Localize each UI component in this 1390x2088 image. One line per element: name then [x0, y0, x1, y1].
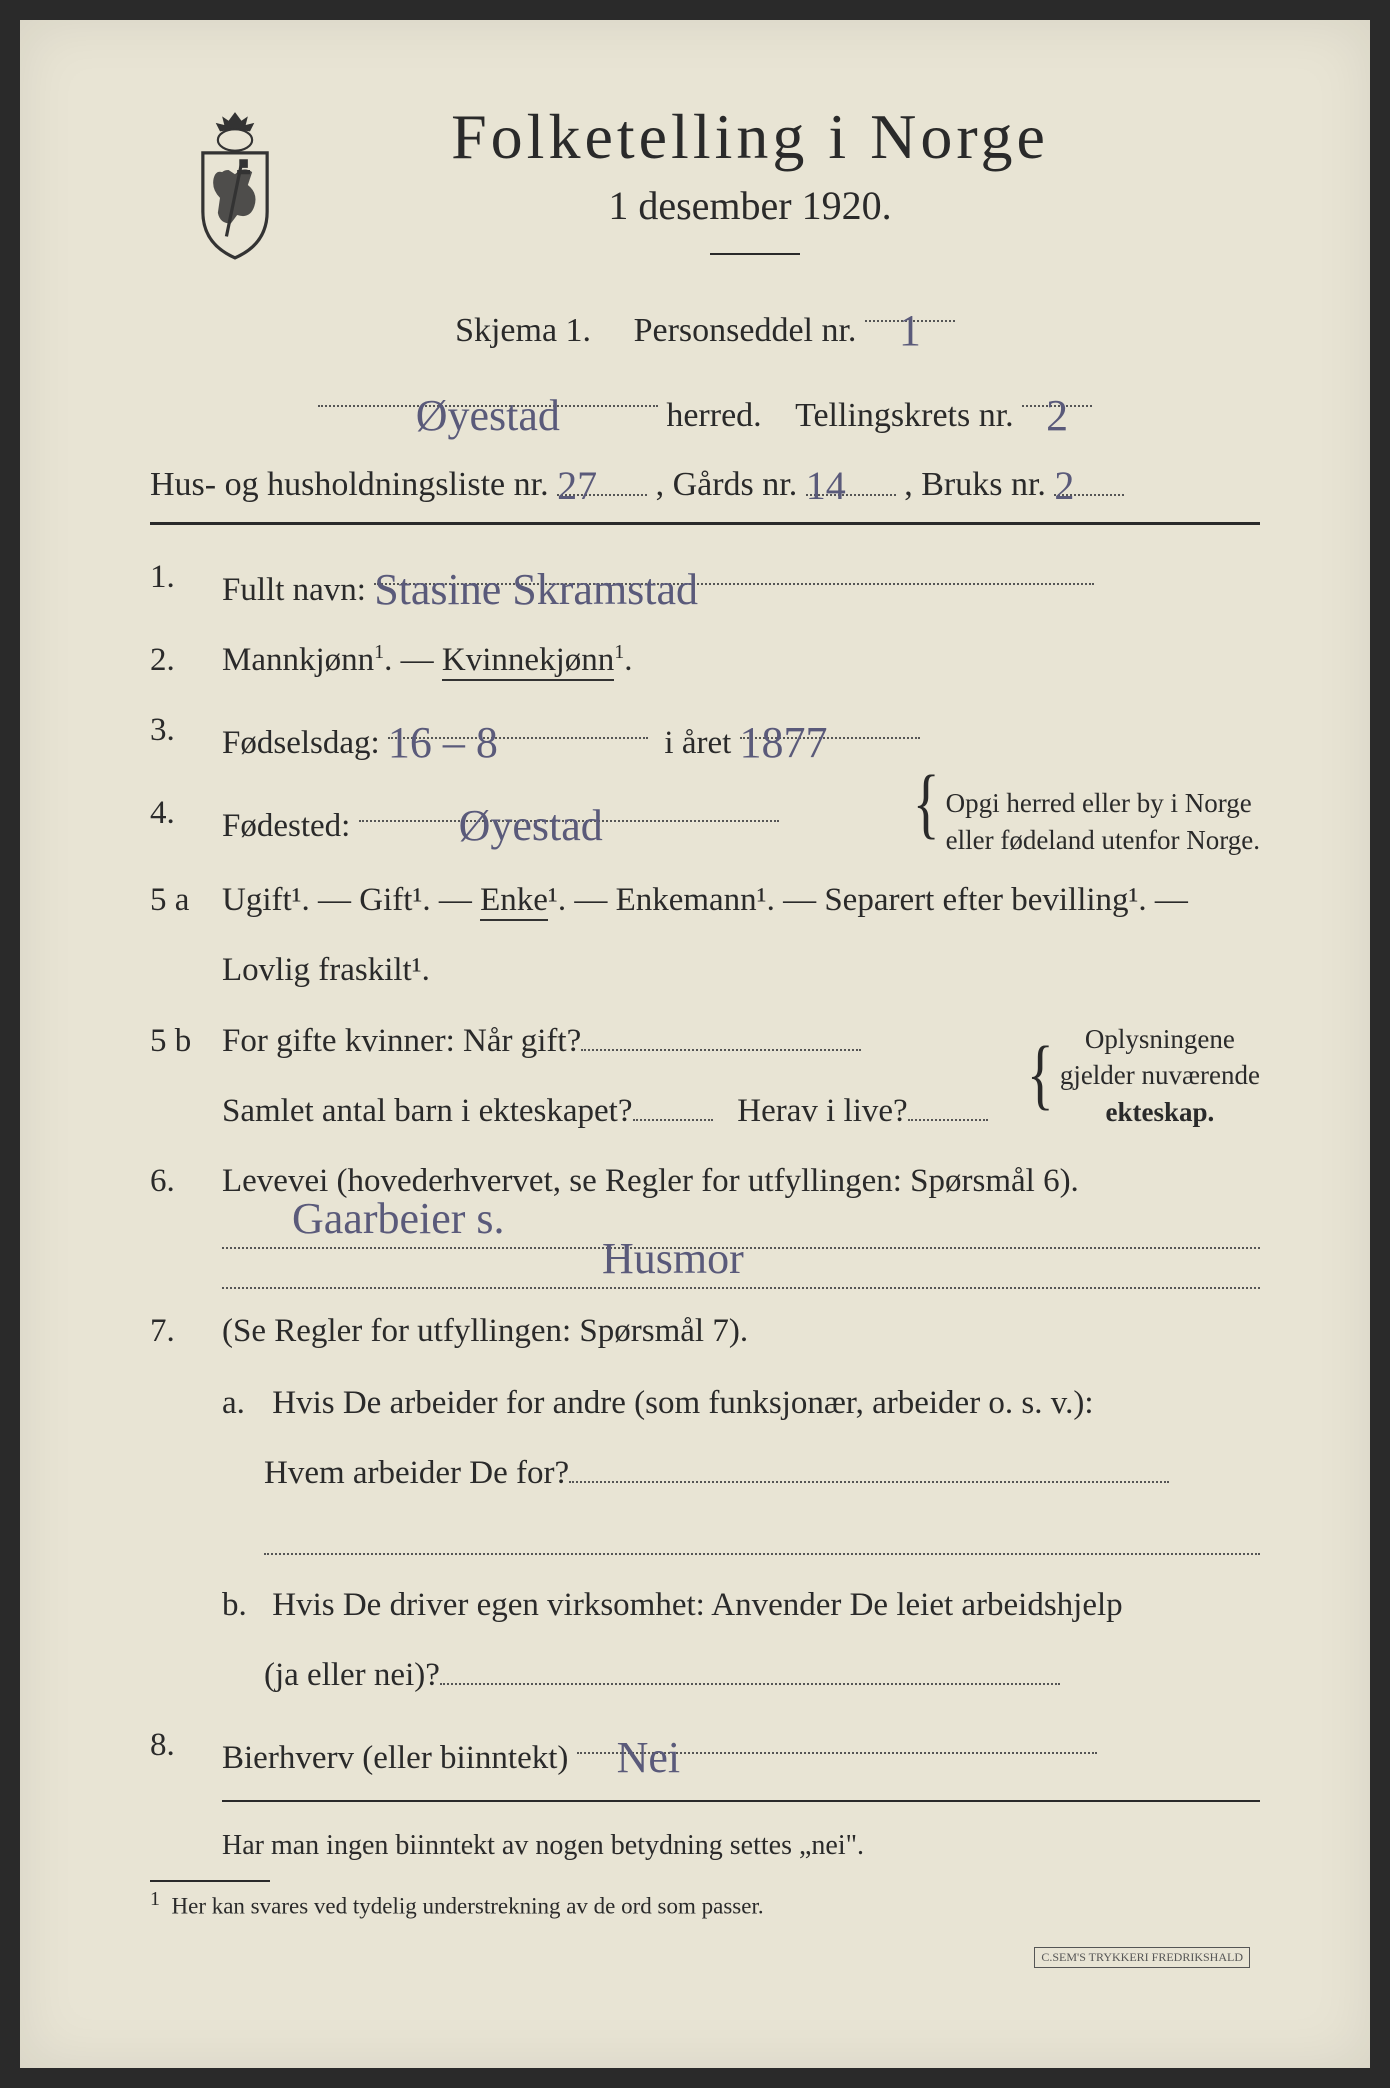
q1-row: 1. Fullt navn: Stasine Skramstad	[150, 549, 1260, 618]
coat-of-arms-icon	[180, 110, 290, 260]
foot-note: Har man ingen biinntekt av nogen betydni…	[222, 1822, 1260, 1870]
husliste-label: Hus- og husholdningsliste nr.	[150, 466, 549, 503]
q2-opt1: Mannkjønn	[222, 642, 374, 678]
q7b-label2: (ja eller nei)?	[264, 1657, 440, 1693]
skjema-label: Skjema 1.	[455, 312, 591, 349]
q7b-letter: b.	[222, 1577, 264, 1633]
q4-value: Øyestad	[459, 789, 603, 864]
footnote: 1 Her kan svares ved tydelig understrekn…	[150, 1888, 1260, 1920]
foot-rule	[222, 1800, 1260, 1802]
q7b-label: Hvis De driver egen virksomhet: Anvender…	[272, 1587, 1122, 1623]
q5b-l1: For gifte kvinner: Når gift?	[222, 1023, 581, 1059]
q1-num: 1.	[150, 549, 222, 605]
q7a-label: Hvis De arbeider for andre (som funksjon…	[272, 1385, 1093, 1421]
q5b-l2: Samlet antal barn i ekteskapet?	[222, 1093, 633, 1129]
husliste-value: 27	[557, 462, 597, 509]
q7-row: 7. (Se Regler for utfyllingen: Spørsmål …	[150, 1303, 1260, 1703]
printer-mark: C.SEM'S TRYKKERI FREDRIKSHALD	[1034, 1947, 1250, 1968]
q3-row: 3. Fødselsdag: 16 – 8 i året 1877	[150, 702, 1260, 771]
q5b-l3: Herav i live?	[737, 1093, 907, 1129]
q1-label: Fullt navn:	[222, 572, 366, 608]
q6-value1: Gaarbeier s.	[292, 1182, 505, 1257]
q4-num: 4.	[150, 785, 222, 841]
divider	[710, 253, 800, 255]
q6-value2: Husmor	[602, 1222, 744, 1297]
brace-icon: {	[1027, 1048, 1054, 1103]
q6-row: 6. Levevei (hovederhvervet, se Regler fo…	[150, 1153, 1260, 1289]
q5a-row: 5 a Ugift¹. — Gift¹. — Enke¹. — Enkemann…	[150, 872, 1260, 998]
herred-label: herred.	[666, 397, 761, 434]
q4-label: Fødested:	[222, 808, 350, 844]
q4-row: 4. Fødested: Øyestad { Opgi herred eller…	[150, 785, 1260, 858]
q5a-line2: Lovlig fraskilt¹.	[222, 942, 1260, 998]
gards-value: 14	[806, 462, 846, 509]
gards-label: , Gårds nr.	[656, 466, 798, 503]
q7-num: 7.	[150, 1303, 222, 1359]
tellingskrets-label: Tellingskrets nr.	[795, 397, 1014, 434]
brace-icon: {	[913, 778, 940, 833]
q8-num: 8.	[150, 1717, 222, 1773]
question-list: 1. Fullt navn: Stasine Skramstad 2. Mann…	[150, 549, 1260, 1870]
q7a-letter: a.	[222, 1375, 264, 1431]
main-title: Folketelling i Norge	[240, 100, 1260, 174]
q8-row: 8. Bierhverv (eller biinntekt) Nei	[150, 1717, 1260, 1786]
q2-num: 2.	[150, 632, 222, 688]
q6-num: 6.	[150, 1153, 222, 1209]
meta-block: Skjema 1. Personseddel nr. 1 Øyestad her…	[150, 285, 1260, 448]
q3-mid: i året	[664, 725, 731, 761]
q8-value: Nei	[617, 1721, 681, 1796]
q5b-num: 5 b	[150, 1013, 222, 1069]
q1-value: Stasine Skramstad	[374, 553, 698, 628]
q5b-row: 5 b For gifte kvinner: Når gift? Samlet …	[150, 1013, 1260, 1139]
q4-note: Opgi herred eller by i Norge eller fødel…	[946, 785, 1260, 858]
subtitle: 1 desember 1920.	[240, 182, 1260, 229]
personseddel-value: 1	[899, 289, 921, 373]
main-rule	[150, 522, 1260, 525]
footnote-rule	[150, 1880, 270, 1882]
bruks-label: , Bruks nr.	[904, 466, 1046, 503]
q2-opt2-selected: Kvinnekjønn	[442, 642, 614, 681]
q5a-num: 5 a	[150, 872, 222, 928]
herred-value: Øyestad	[416, 374, 560, 458]
q7a-label2: Hvem arbeider De for?	[264, 1455, 569, 1491]
header: Folketelling i Norge 1 desember 1920.	[150, 100, 1260, 255]
q3-label: Fødselsdag:	[222, 725, 380, 761]
q8-label: Bierhverv (eller biinntekt)	[222, 1740, 568, 1776]
q5a-opts: Ugift¹. — Gift¹. —	[222, 882, 480, 918]
q3-day: 16 – 8	[388, 706, 498, 781]
q3-year: 1877	[740, 706, 828, 781]
bruks-value: 2	[1054, 462, 1074, 509]
tellingskrets-value: 2	[1046, 374, 1068, 458]
q7-label: (Se Regler for utfyllingen: Spørsmål 7).	[222, 1313, 748, 1349]
meta-line-3: Hus- og husholdningsliste nr. 27 , Gårds…	[150, 458, 1260, 504]
q5b-note: Oplysningene gjelder nuværende ekteskap.	[1060, 1021, 1260, 1130]
q3-num: 3.	[150, 702, 222, 758]
q5a-selected: Enke	[480, 882, 548, 921]
census-form-page: Folketelling i Norge 1 desember 1920. Sk…	[20, 20, 1370, 2068]
q2-row: 2. Mannkjønn1. — Kvinnekjønn1.	[150, 632, 1260, 688]
personseddel-label: Personseddel nr.	[634, 312, 857, 349]
